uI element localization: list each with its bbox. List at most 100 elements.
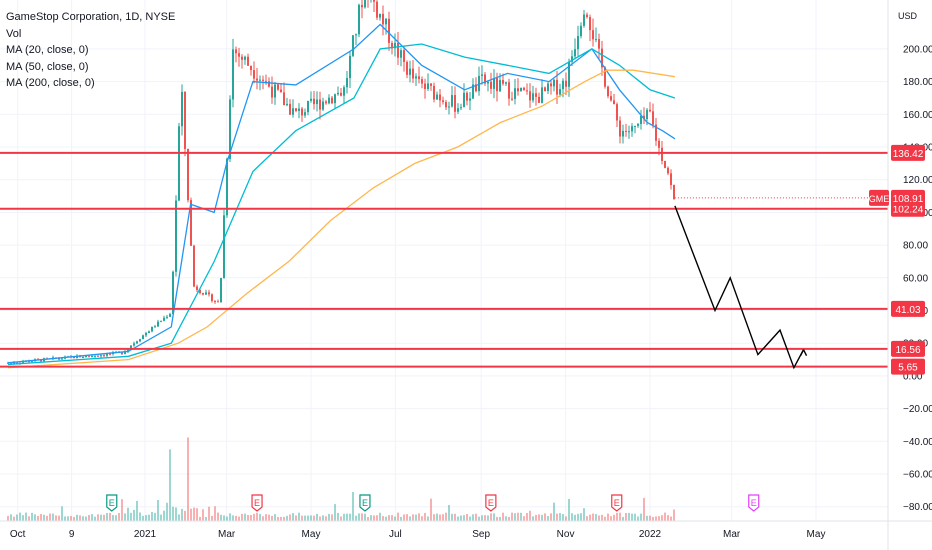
candle-body <box>148 331 150 334</box>
level-price-tag <box>891 340 925 357</box>
time-tick-label: Nov <box>557 529 575 540</box>
volume-bar <box>46 515 48 521</box>
volume-bar <box>244 513 246 521</box>
volume-bar <box>553 502 555 521</box>
candle-body <box>145 333 147 336</box>
volume-bar <box>412 514 414 521</box>
candle-body <box>274 84 276 98</box>
candle-body <box>286 103 288 106</box>
volume-bar <box>130 512 132 521</box>
chart-legend: GameStop Corporation, 1D, NYSE Vol MA (2… <box>6 9 175 92</box>
volume-bar <box>19 512 21 521</box>
volume-bar <box>94 516 96 521</box>
volume-bar <box>406 514 408 521</box>
volume-bar <box>22 515 24 521</box>
volume-bar <box>583 508 585 521</box>
candle-body <box>238 53 240 57</box>
projection-arrowhead <box>799 349 808 357</box>
candle-body <box>490 81 492 89</box>
volume-bar <box>355 515 357 521</box>
volume-bar <box>466 514 468 521</box>
volume-bar <box>547 516 549 521</box>
price-tick-label: 180.00 <box>903 77 932 88</box>
volume-bar <box>445 512 447 521</box>
candle-body <box>520 87 522 92</box>
volume-bar <box>436 513 438 521</box>
volume-bar <box>637 516 639 521</box>
candle-body <box>289 103 291 115</box>
candle-body <box>172 271 174 315</box>
candle-body <box>673 185 675 200</box>
candle-body <box>538 96 540 103</box>
candle-body <box>157 321 159 327</box>
candle-body <box>661 147 663 162</box>
level-price-labels: 136.42 102.24 41.03 16.56 5.65 GME 108.91 <box>869 144 925 375</box>
volume-bar <box>454 513 456 521</box>
volume-bar <box>643 497 645 521</box>
volume-bar <box>223 515 225 521</box>
candle-body <box>124 351 126 355</box>
candle-body <box>253 70 255 79</box>
volume-bar <box>85 516 87 521</box>
volume-bar <box>634 513 636 521</box>
level-price-text: 16.56 <box>895 345 920 356</box>
volume-bar <box>97 514 99 521</box>
candle-body <box>325 101 327 104</box>
candle-body <box>511 98 513 100</box>
volume-bar <box>118 513 120 521</box>
volume-bar <box>520 512 522 521</box>
volume-bar <box>88 514 90 521</box>
volume-bar <box>70 515 72 521</box>
candle-body <box>214 300 216 302</box>
volume-bar <box>217 512 219 521</box>
volume-bar <box>616 512 618 521</box>
earnings-icon <box>359 494 371 512</box>
candle-body <box>334 94 336 104</box>
candle-body <box>451 95 453 107</box>
volume-bar <box>580 513 582 521</box>
volume-bar <box>574 514 576 521</box>
earnings-icon <box>106 494 118 512</box>
candle-body <box>658 140 660 148</box>
volume-bar <box>433 514 435 521</box>
candle-body <box>415 76 417 79</box>
candle-body <box>295 108 297 111</box>
volume-bar <box>346 513 348 521</box>
candle-body <box>310 98 312 101</box>
candle-body <box>589 16 591 31</box>
volume-bar <box>349 513 351 521</box>
candle-body <box>160 320 162 322</box>
legend-ma50: MA (50, close, 0) <box>6 60 89 73</box>
candle-body <box>142 335 144 340</box>
volume-bar <box>352 492 354 521</box>
legend-ma200: MA (200, close, 0) <box>6 77 95 89</box>
candle-body <box>580 25 582 37</box>
candle-body <box>331 97 333 104</box>
volume-bar <box>457 516 459 521</box>
volume-bar <box>286 515 288 521</box>
volume-bar <box>112 515 114 521</box>
volume-bar <box>157 499 159 521</box>
volume-bar <box>211 515 213 521</box>
moving-averages <box>7 23 676 369</box>
time-tick-label: Mar <box>218 529 236 540</box>
candle-body <box>250 65 252 71</box>
candle-body <box>223 215 225 279</box>
volume-bar <box>400 516 402 521</box>
candle-body <box>535 93 537 97</box>
candle-body <box>232 49 234 100</box>
candle-body <box>163 317 165 321</box>
candle-body <box>403 50 405 62</box>
candle-body <box>496 78 498 92</box>
candle-body <box>352 35 354 56</box>
volume-bar <box>178 514 180 521</box>
candle-body <box>640 115 642 125</box>
volume-bar <box>487 515 489 521</box>
candle-body <box>82 357 84 359</box>
volume-bar <box>160 514 162 521</box>
price-tick-label: 60.00 <box>903 273 928 284</box>
earnings-label: E <box>751 498 757 508</box>
volume-bar <box>184 510 186 521</box>
candle-body <box>247 56 249 66</box>
